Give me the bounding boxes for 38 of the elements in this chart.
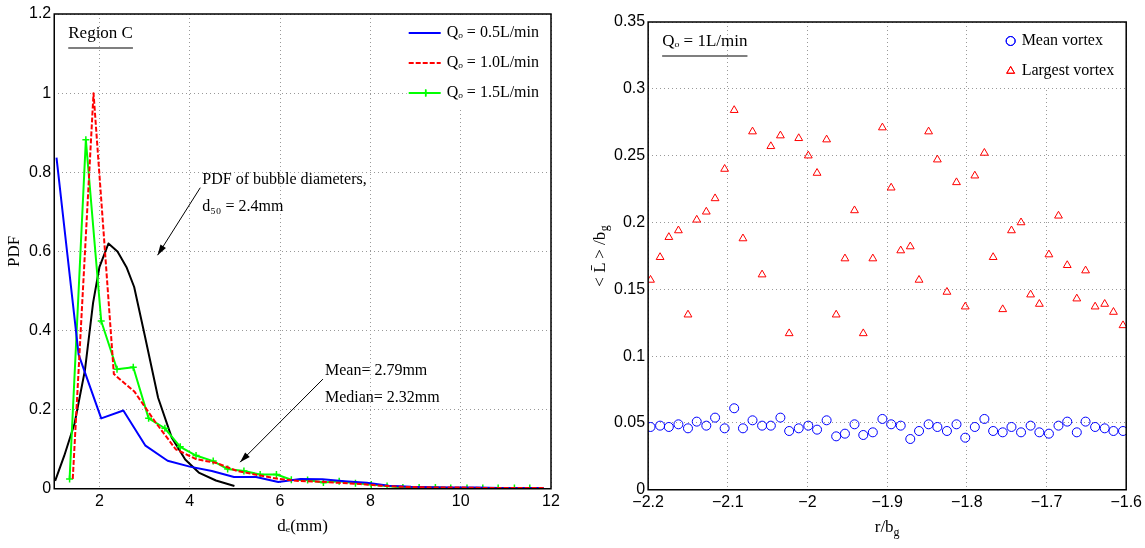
y-tick-label: 0.3 xyxy=(622,79,646,97)
y-axis-title: < L̄ > /bg xyxy=(589,225,612,287)
y-tick-label: 0.25 xyxy=(614,146,646,164)
annotation: Mean= 2.79mm Median= 2.32mm xyxy=(324,361,441,406)
x-tick-label: 10 xyxy=(451,491,470,509)
y-tick-label: 0 xyxy=(42,479,52,497)
legend-label: Mean vortex xyxy=(1021,31,1103,49)
y-tick-label: 1 xyxy=(42,83,52,101)
x-tick-label: 12 xyxy=(542,491,560,509)
x-tick-label: 8 xyxy=(365,491,375,509)
x-tick-label: −1.8 xyxy=(951,492,983,510)
y-tick-label: 0.6 xyxy=(28,241,52,259)
y-tick-label: 0.2 xyxy=(622,212,646,230)
y-tick-label: 0.1 xyxy=(622,346,646,364)
annotation: Qₒ = 1L/min xyxy=(662,31,748,51)
x-axis-title: dₑ(mm) xyxy=(277,516,328,536)
annotation: Region C xyxy=(68,23,133,43)
x-tick-label: 2 xyxy=(94,491,104,509)
legend-label: Qₒ = 1.0L/min xyxy=(446,53,539,71)
x-tick-label: 4 xyxy=(185,491,195,509)
y-tick-label: 0.15 xyxy=(614,279,646,297)
y-tick-label: 0.8 xyxy=(28,162,52,180)
legend-label: Qₒ = 0.5L/min xyxy=(446,23,539,41)
y-tick-label: 0.4 xyxy=(28,320,52,338)
legend-label: Largest vortex xyxy=(1021,61,1115,80)
x-tick-label: −2 xyxy=(798,492,817,510)
x-tick-label: 6 xyxy=(275,491,285,509)
x-tick-label: −1.7 xyxy=(1030,492,1063,510)
annotation: PDF of bubble diameters, d₅₀ = 2.4mm xyxy=(202,169,367,214)
legend-label: Qₒ = 1.5L/min xyxy=(446,83,539,101)
y-tick-label: 0.2 xyxy=(28,400,52,418)
x-tick-label: −1.9 xyxy=(871,492,904,510)
y-tick-label: 1.2 xyxy=(28,4,52,22)
x-tick-label: −2.1 xyxy=(712,492,744,510)
y-tick-label: 0.35 xyxy=(614,12,646,30)
y-tick-label: 0.05 xyxy=(614,413,646,431)
x-tick-label: −1.6 xyxy=(1110,492,1143,510)
y-axis-title: PDF xyxy=(3,235,23,267)
